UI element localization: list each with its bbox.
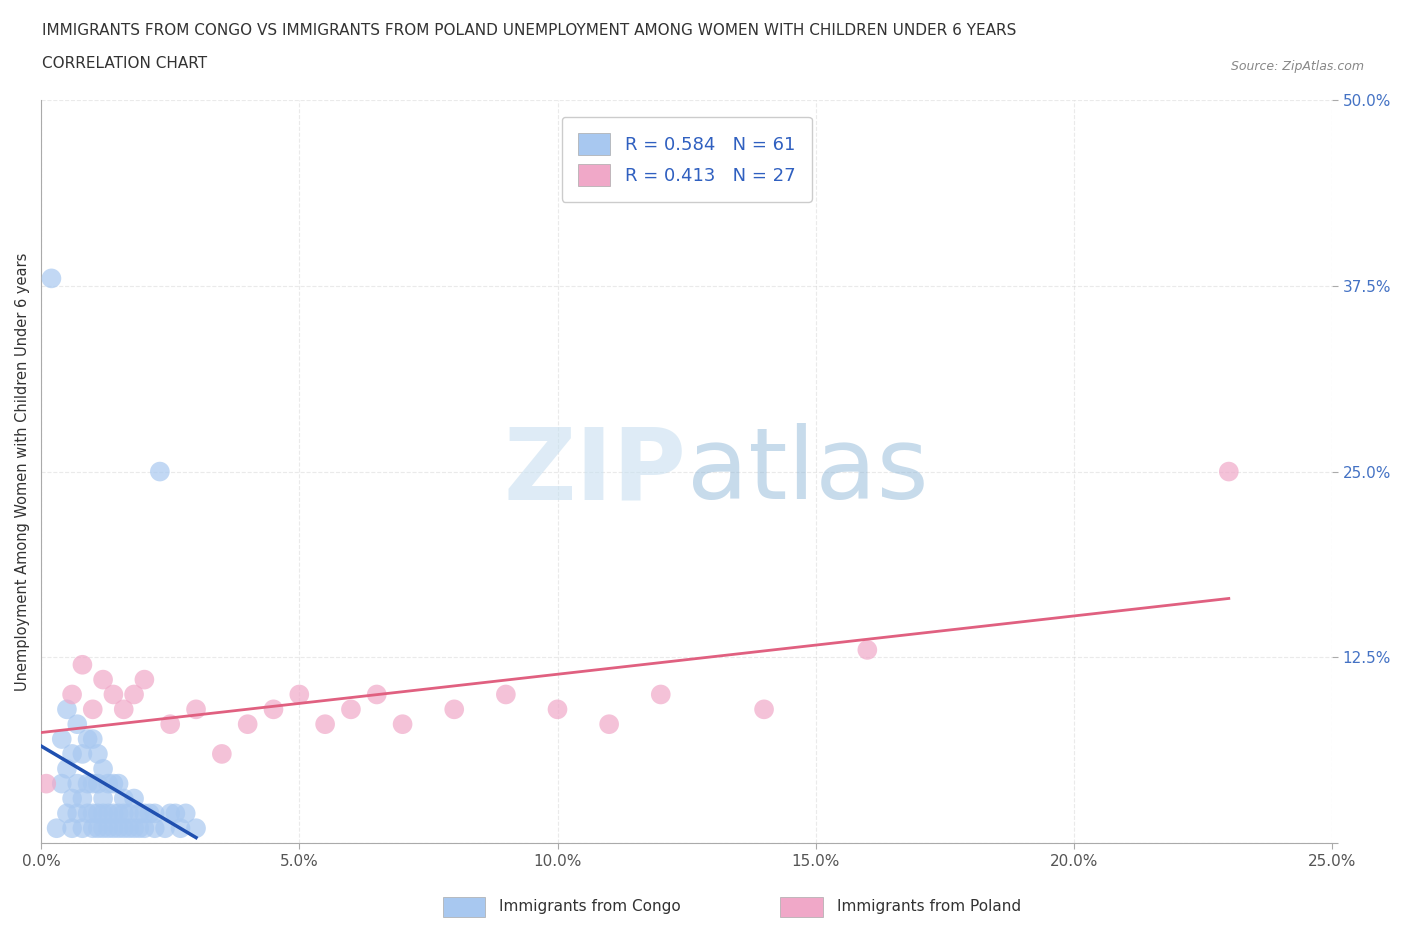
Point [184,821,207,836]
Text: atlas: atlas [686,423,928,520]
Point [91,821,114,836]
Point [143,821,166,836]
Text: ZIP: ZIP [503,423,686,520]
Point [547,702,569,717]
Point [91,791,114,806]
Point [56,702,79,717]
Point [107,777,129,791]
Y-axis label: Unemployment Among Women with Children Under 6 years: Unemployment Among Women with Children U… [15,252,30,691]
Point [366,687,388,702]
Point [159,717,181,732]
Point [56,806,79,821]
Point [103,821,125,836]
Point [107,806,129,821]
Point [87,777,110,791]
Point [82,702,104,717]
Point [149,464,172,479]
Point [82,777,104,791]
Point [45,821,67,836]
Point [134,806,156,821]
Text: CORRELATION CHART: CORRELATION CHART [42,56,207,71]
Point [91,672,114,687]
Point [138,806,160,821]
Point [134,672,156,687]
Point [72,791,94,806]
Point [66,717,89,732]
Text: Immigrants from Poland: Immigrants from Poland [837,899,1021,914]
Point [82,732,104,747]
Point [118,806,141,821]
Point [856,643,879,658]
Point [72,821,94,836]
Point [263,702,285,717]
Point [153,821,176,836]
Point [51,732,73,747]
Point [112,702,135,717]
Point [122,791,145,806]
Point [41,271,63,286]
Point [1218,464,1240,479]
Point [66,777,89,791]
Point [288,687,311,702]
Point [143,806,166,821]
Point [391,717,413,732]
Point [35,777,58,791]
Point [66,806,89,821]
Point [72,747,94,762]
Point [82,806,104,821]
Point [165,806,187,821]
Point [51,777,73,791]
Point [118,821,141,836]
Point [184,702,207,717]
Point [103,687,125,702]
Point [211,747,233,762]
Text: Immigrants from Congo: Immigrants from Congo [499,899,681,914]
Point [340,702,363,717]
Point [87,806,110,821]
Point [60,791,83,806]
Point [128,806,150,821]
Point [495,687,517,702]
Point [122,687,145,702]
Point [174,806,197,821]
Point [122,821,145,836]
Point [76,806,98,821]
Point [97,777,120,791]
Point [103,806,125,821]
Point [159,806,181,821]
Point [107,821,129,836]
Point [236,717,259,732]
Point [128,821,150,836]
Point [97,806,120,821]
Point [60,821,83,836]
Point [60,687,83,702]
Text: IMMIGRANTS FROM CONGO VS IMMIGRANTS FROM POLAND UNEMPLOYMENT AMONG WOMEN WITH CH: IMMIGRANTS FROM CONGO VS IMMIGRANTS FROM… [42,23,1017,38]
Text: Source: ZipAtlas.com: Source: ZipAtlas.com [1230,60,1364,73]
Point [60,747,83,762]
Point [56,762,79,777]
Point [112,791,135,806]
Point [82,821,104,836]
Point [76,732,98,747]
Point [314,717,336,732]
Point [97,821,120,836]
Point [169,821,191,836]
Point [91,806,114,821]
Point [76,777,98,791]
Point [598,717,620,732]
Legend: R = 0.584   N = 61, R = 0.413   N = 27: R = 0.584 N = 61, R = 0.413 N = 27 [561,116,811,202]
Point [87,747,110,762]
Point [752,702,775,717]
Point [112,821,135,836]
Point [112,806,135,821]
Point [443,702,465,717]
Point [134,821,156,836]
Point [650,687,672,702]
Point [72,658,94,672]
Point [103,777,125,791]
Point [87,821,110,836]
Point [91,762,114,777]
